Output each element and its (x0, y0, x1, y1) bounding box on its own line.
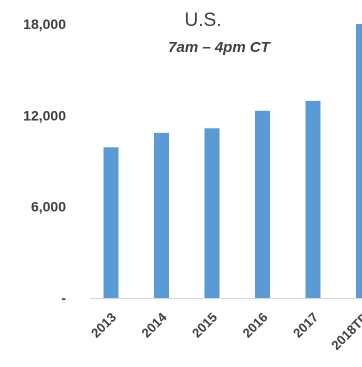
y-tick-label: 12,000 (23, 107, 66, 123)
chart-subtitle: 7am – 4pm CT (168, 39, 272, 56)
y-tick-label: 18,000 (23, 16, 66, 32)
x-tick-label: 2015 (189, 310, 220, 341)
x-tick-label: 2014 (139, 309, 171, 341)
y-tick-label: 6,000 (31, 199, 66, 215)
bar-2018TD (356, 24, 362, 298)
bar-2014 (154, 132, 169, 298)
x-tick-label: 2017 (290, 310, 321, 341)
x-axis-ticks: 2013 2014 2015 2016 2017 2018TD (88, 309, 362, 353)
y-tick-label: - (61, 290, 66, 306)
y-axis-ticks: - 6,000 12,000 18,000 (23, 16, 66, 306)
chart-title: U.S. (185, 10, 222, 31)
x-tick-label: 2013 (88, 310, 119, 341)
x-tick-label: 2018TD (328, 310, 362, 353)
bars-group (103, 24, 362, 299)
bar-2013 (103, 147, 119, 298)
x-tick-label: 2016 (240, 310, 271, 341)
bar-2016 (255, 110, 270, 299)
bar-2015 (204, 128, 220, 298)
bar-2017 (305, 100, 321, 298)
